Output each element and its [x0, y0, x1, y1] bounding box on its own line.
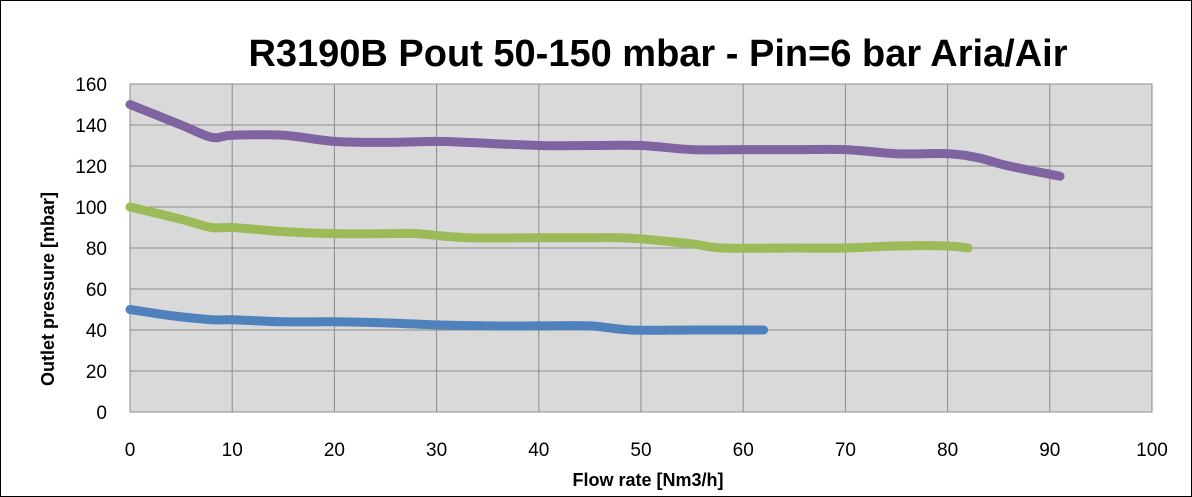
x-tick-label: 10: [222, 440, 243, 461]
series-lines: [125, 100, 1065, 335]
y-tick-label: 80: [86, 239, 107, 260]
y-tick-label: 140: [75, 116, 107, 137]
x-tick-label: 40: [528, 440, 549, 461]
series-line-2: [125, 202, 973, 253]
x-tick-label: 20: [324, 440, 345, 461]
series-line-3: [125, 305, 769, 335]
x-axis-title: Flow rate [Nm3/h]: [572, 470, 723, 490]
x-tick-label: 0: [125, 440, 136, 461]
y-tick-label: 120: [75, 157, 107, 178]
x-tick-label: 50: [630, 440, 651, 461]
y-tick-label: 60: [86, 280, 107, 301]
x-tick-label: 90: [1039, 440, 1060, 461]
y-tick-label: 40: [86, 321, 107, 342]
x-tick-label: 60: [733, 440, 754, 461]
y-axis-ticks: 0 20 40 60 80 100 120 140 160: [75, 75, 107, 424]
y-tick-label: 0: [96, 403, 107, 424]
x-tick-label: 30: [426, 440, 447, 461]
y-axis-title: Outlet pressure [mbar]: [38, 192, 58, 386]
x-tick-label: 100: [1136, 440, 1168, 461]
series-line-1: [125, 100, 1065, 181]
chart-title: R3190B Pout 50-150 mbar - Pin=6 bar Aria…: [248, 33, 1067, 75]
y-tick-label: 20: [86, 362, 107, 383]
y-tick-label: 100: [75, 198, 107, 219]
x-tick-label: 70: [835, 440, 856, 461]
x-axis-ticks: 0 10 20 30 40 50 60 70 80 90 100: [125, 440, 1168, 461]
x-tick-label: 80: [937, 440, 958, 461]
y-tick-label: 160: [75, 75, 107, 96]
